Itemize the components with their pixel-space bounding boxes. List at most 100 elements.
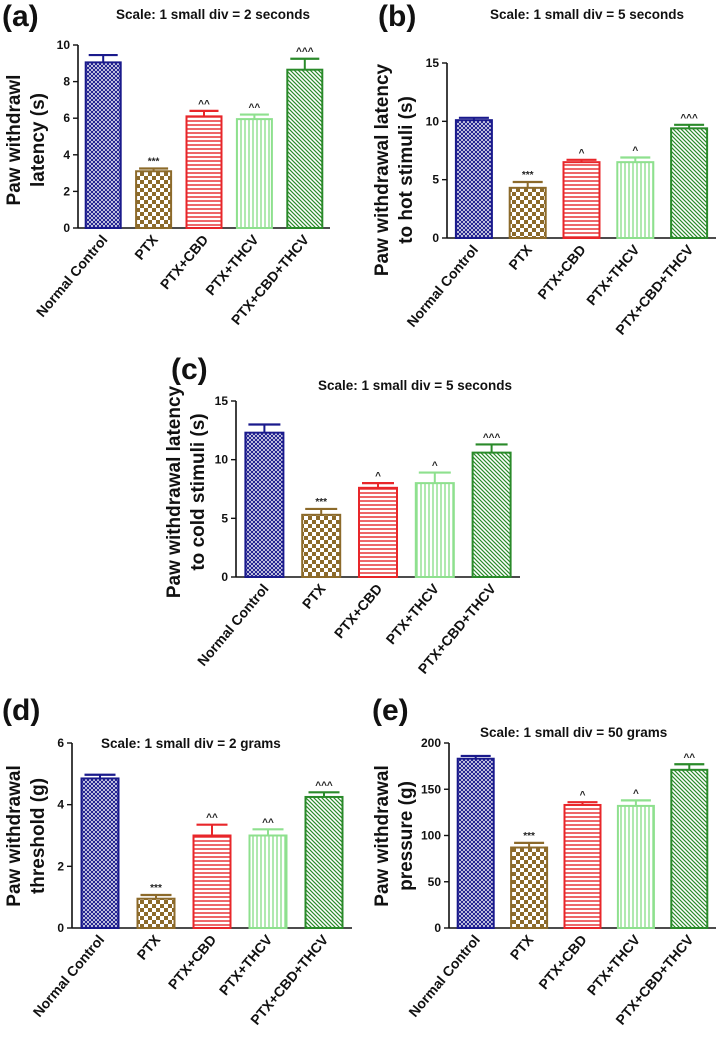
panel-d: (d) Scale: 1 small div = 2 grams Paw wit… (2, 694, 352, 1028)
y-axis-label-line-1: Paw withdrawal latency (164, 385, 185, 598)
y-axis-label-line-1: Paw withdrawal (4, 765, 25, 906)
y-tick-label: 8 (63, 75, 70, 89)
y-tick-label: 0 (432, 231, 439, 245)
x-tick-label: Normal Control (33, 232, 111, 320)
bar-ptx-cbd (562, 161, 601, 240)
x-tick-label: Normal Control (30, 932, 108, 1020)
bar-normal-control (84, 61, 122, 230)
bar-ptx-thcv (616, 804, 655, 930)
bar-ptx-cbd (185, 115, 223, 229)
scale-note: Scale: 1 small div = 5 seconds (318, 378, 512, 393)
significance-label: ^^^ (296, 47, 314, 58)
scale-note: Scale: 1 small div = 50 grams (480, 725, 667, 740)
x-tick-label: PTX+THCV (583, 241, 643, 308)
y-axis-label-line-1: Paw withdrawal (372, 765, 393, 906)
y-tick-label: 10 (57, 38, 71, 52)
significance-label: ^^ (249, 103, 261, 114)
significance-label: *** (523, 831, 535, 842)
y-tick-label: 100 (421, 829, 441, 843)
panel-c: (c) Scale: 1 small div = 5 seconds Paw w… (164, 353, 520, 677)
x-tick-label: Normal Control (403, 242, 481, 330)
y-tick-label: 150 (421, 782, 441, 796)
bar-ptx-cbd-thcv (286, 68, 324, 229)
panel-label: (c) (171, 353, 208, 386)
y-axis-label-line-2: to hot stimuli (s) (396, 96, 417, 244)
bar-normal-control (244, 431, 285, 578)
bar-ptx-cbd-thcv (670, 127, 709, 239)
x-tick-label: Normal Control (194, 581, 272, 669)
x-tick-label: PTX+CBD (165, 932, 220, 993)
x-tick-label: PTX+THCV (216, 931, 276, 998)
x-tick-label: PTX (299, 580, 329, 612)
significance-label: ^ (579, 148, 585, 159)
y-tick-label: 4 (57, 798, 64, 812)
bar-ptx-thcv (616, 161, 655, 240)
bar-ptx-cbd (358, 486, 398, 578)
bar-normal-control (80, 777, 120, 929)
panel-label: (a) (2, 0, 39, 33)
significance-label: ^ (580, 790, 586, 801)
y-tick-label: 200 (421, 736, 441, 750)
y-tick-label: 4 (63, 148, 70, 162)
x-tick-label: PTX (507, 931, 537, 963)
bar-ptx-cbd (192, 834, 232, 929)
x-tick-label: PTX (131, 231, 161, 263)
y-tick-label: 2 (63, 184, 70, 198)
y-tick-label: 2 (57, 859, 64, 873)
y-tick-label: 0 (63, 221, 70, 235)
y-axis-label-line-1: Paw withdrawl (4, 75, 25, 206)
significance-label: ^^^ (315, 780, 333, 791)
scale-note: Scale: 1 small div = 5 seconds (490, 7, 684, 22)
x-tick-label: PTX+CBD (535, 932, 590, 993)
panel-a: (a) Scale: 1 small div = 2 seconds Paw w… (2, 0, 330, 328)
y-tick-label: 6 (63, 111, 70, 125)
plot-area: 0 2 4 6 Normal Control *** PTX ^^ PTX+CBD ^^ PTX+T… (30, 736, 352, 1028)
x-tick-label: PTX (505, 241, 535, 273)
plot-area: 0 5 10 15 Normal Control *** PTX ^ PTX+CBD ^ PTX+T… (403, 56, 716, 338)
y-tick-label: 15 (426, 56, 440, 70)
bar-ptx-thcv (414, 482, 455, 578)
y-axis-label-line-2: pressure (g) (396, 781, 417, 891)
bar-normal-control (456, 757, 495, 929)
bar-ptx-thcv (248, 834, 288, 929)
bar-ptx (136, 897, 176, 929)
significance-label: ^^^ (680, 113, 698, 124)
significance-label: *** (148, 157, 160, 168)
y-tick-label: 5 (221, 511, 228, 525)
bar-ptx-cbd-thcv (304, 795, 344, 929)
bar-ptx (301, 513, 342, 579)
panel-label: (d) (2, 694, 40, 727)
x-tick-label: PTX+CBD (331, 581, 386, 642)
y-tick-label: 0 (434, 921, 441, 935)
panel-label: (e) (372, 694, 409, 727)
significance-label: ^ (632, 146, 638, 157)
y-axis-label-line-1: Paw withdrawal latency (372, 63, 393, 276)
y-tick-label: 50 (428, 875, 442, 889)
significance-label: ^ (375, 471, 381, 482)
bar-ptx-cbd (563, 803, 602, 929)
significance-label: ^^ (206, 813, 218, 824)
significance-label: ^^ (198, 99, 210, 110)
panel-label: (b) (378, 0, 416, 33)
bar-ptx-cbd-thcv (471, 451, 512, 579)
significance-label: *** (315, 497, 327, 508)
y-tick-label: 0 (57, 921, 64, 935)
bar-normal-control (454, 119, 493, 239)
significance-label: ^^^ (483, 432, 501, 443)
x-tick-label: PTX+CBD (157, 232, 212, 293)
panel-e: (e) Scale: 1 small div = 50 grams Paw wi… (372, 694, 716, 1028)
y-tick-label: 0 (221, 570, 228, 584)
significance-label: *** (150, 883, 162, 894)
significance-label: ^^ (683, 752, 695, 763)
plot-area: 0 5 10 15 Normal Control *** PTX ^ PTX+CBD ^ PTX+T… (194, 394, 520, 677)
y-tick-label: 15 (215, 394, 229, 408)
y-tick-label: 5 (432, 173, 439, 187)
panel-b: (b) Scale: 1 small div = 5 seconds Paw w… (372, 0, 716, 338)
bar-ptx-thcv (235, 118, 273, 229)
plot-area: 0 50 100 150 200 Normal Control *** PTX ^ PTX+CBD… (405, 736, 716, 1028)
y-axis-label-line-2: to cold stimuli (s) (188, 413, 209, 570)
scale-note: Scale: 1 small div = 2 seconds (116, 7, 310, 22)
bar-ptx-cbd-thcv (670, 768, 709, 930)
bar-ptx (135, 170, 173, 230)
x-tick-label: Normal Control (405, 932, 483, 1020)
